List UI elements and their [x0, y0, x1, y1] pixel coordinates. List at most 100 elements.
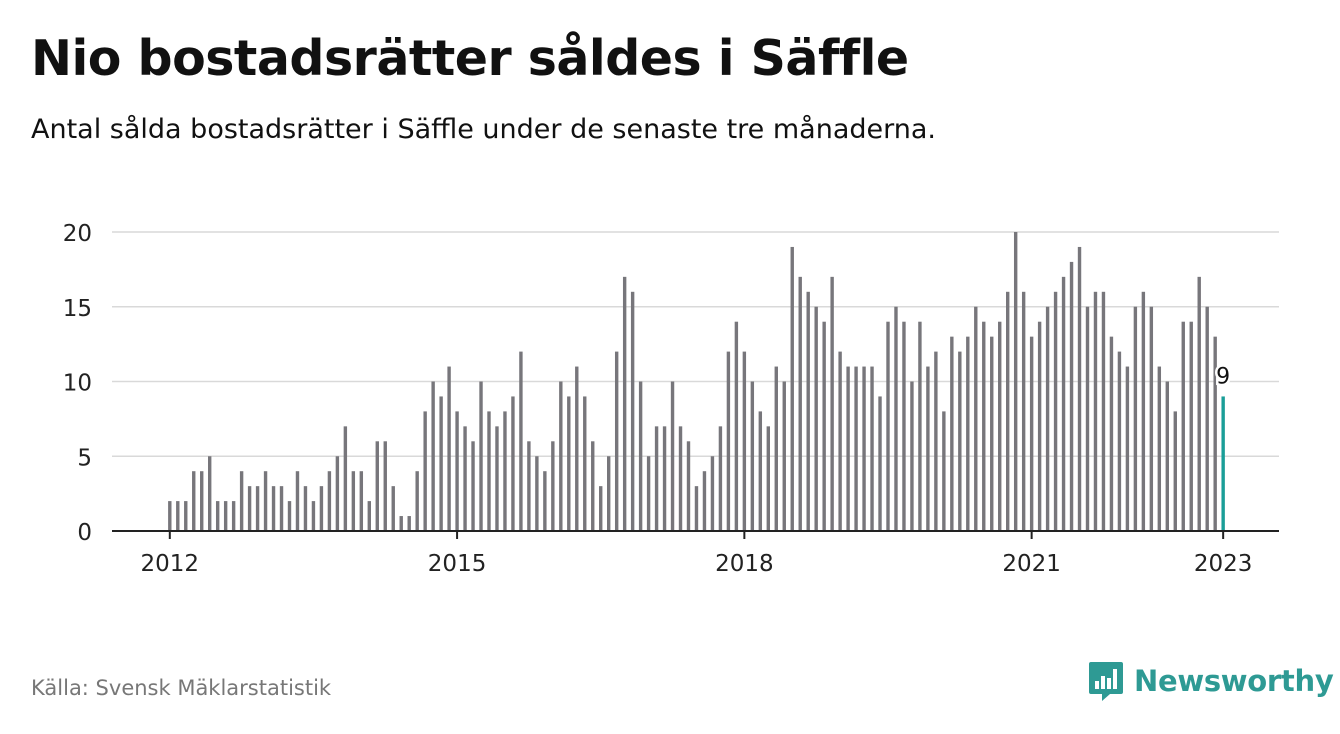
bar	[974, 306, 978, 531]
bar	[918, 321, 922, 531]
bar	[247, 486, 252, 531]
bar	[503, 411, 507, 531]
bar	[1213, 336, 1217, 531]
bar	[622, 276, 627, 531]
bar	[176, 501, 180, 531]
bar	[287, 501, 292, 531]
bar	[200, 471, 204, 531]
bar	[1133, 306, 1138, 531]
bar	[319, 486, 324, 531]
bar	[782, 381, 786, 531]
bar	[718, 426, 723, 531]
bar	[1141, 291, 1146, 531]
x-tick-label: 2018	[715, 551, 774, 577]
bar	[774, 366, 778, 531]
bar	[551, 441, 555, 531]
bar	[726, 351, 731, 531]
bar	[998, 321, 1002, 531]
chart-title: Nio bostadsrätter såldes i Säffle	[31, 30, 909, 87]
bar	[543, 471, 547, 531]
bar	[1053, 291, 1058, 531]
bar	[1157, 366, 1162, 531]
y-tick-label: 5	[77, 445, 92, 471]
bar	[223, 501, 228, 531]
bar	[1125, 366, 1130, 531]
bar	[487, 411, 491, 531]
bar	[934, 351, 938, 531]
bar	[1165, 381, 1169, 531]
bar	[1181, 321, 1185, 531]
bar	[447, 366, 451, 531]
bar	[654, 426, 659, 531]
bar	[311, 501, 316, 531]
bar	[208, 456, 212, 531]
bar	[192, 471, 196, 531]
bar	[471, 441, 475, 531]
bar	[926, 366, 930, 531]
bar	[710, 456, 715, 531]
bar	[295, 471, 300, 531]
y-tick-label: 10	[63, 371, 92, 397]
bar	[1197, 276, 1201, 531]
bar	[894, 306, 898, 531]
bar	[407, 516, 411, 531]
bar	[662, 426, 667, 531]
chart-subtitle: Antal sålda bostadsrätter i Säffle under…	[31, 114, 937, 145]
bar	[343, 426, 348, 531]
bar	[479, 381, 483, 531]
x-tick-label: 2012	[141, 551, 200, 577]
bar	[678, 426, 683, 531]
x-tick-label: 2023	[1194, 551, 1253, 577]
bar	[806, 291, 810, 531]
bar	[255, 486, 260, 531]
bar	[271, 486, 276, 531]
bar	[279, 486, 284, 531]
bar	[327, 471, 332, 531]
bar	[766, 426, 770, 531]
bar	[670, 381, 675, 531]
bar	[367, 501, 371, 531]
bar	[535, 456, 539, 531]
bar	[184, 501, 188, 531]
brand-name: Newsworthy	[1134, 664, 1334, 698]
bar	[527, 441, 531, 531]
bar	[231, 501, 236, 531]
bar	[359, 471, 364, 531]
bar	[431, 381, 435, 531]
bar	[958, 351, 962, 531]
bar	[822, 321, 826, 531]
bar	[559, 381, 563, 531]
bar	[870, 366, 874, 531]
x-tick-label: 2021	[1002, 551, 1061, 577]
y-tick-label: 0	[77, 520, 92, 546]
bar	[1085, 306, 1090, 531]
bar	[1037, 321, 1042, 531]
bar	[239, 471, 244, 531]
bar	[862, 366, 866, 531]
bar-chart-speech-bubble-icon	[1089, 662, 1123, 701]
bar	[335, 456, 340, 531]
bar	[742, 351, 747, 531]
bar	[1021, 291, 1026, 531]
bar	[1109, 336, 1114, 531]
bar	[702, 471, 707, 531]
bar	[1029, 336, 1034, 531]
bar	[1077, 246, 1082, 531]
bar	[375, 441, 379, 531]
bar	[814, 306, 818, 531]
bar	[830, 276, 834, 531]
y-tick-label: 20	[63, 221, 92, 247]
bar	[1006, 291, 1010, 531]
bar	[215, 501, 220, 531]
bar	[1013, 232, 1018, 531]
bar	[439, 396, 443, 531]
bar	[630, 291, 635, 531]
bar	[694, 486, 699, 531]
bar	[686, 441, 691, 531]
bar	[583, 396, 587, 531]
bar	[351, 471, 356, 531]
bar	[854, 366, 858, 531]
bar	[846, 366, 850, 531]
bar	[902, 321, 906, 531]
